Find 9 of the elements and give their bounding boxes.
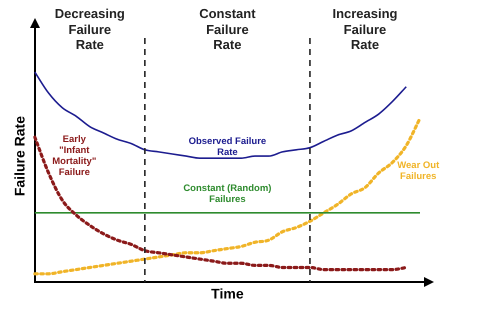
series-label: Constant (Random) Failures [182, 182, 272, 205]
text: Decreasing Failure Rate [54, 6, 126, 52]
text: Constant Failure Rate [198, 6, 257, 52]
series-label: Early "Infant Mortality" Failure [51, 134, 98, 178]
series-label: Wear Out Failures [396, 160, 440, 182]
text: Increasing Failure Rate [331, 6, 398, 52]
series-label: Observed Failure Rate [188, 136, 268, 158]
x-axis-title: Time [211, 285, 244, 302]
y-axis-title: Failure Rate [11, 116, 28, 196]
